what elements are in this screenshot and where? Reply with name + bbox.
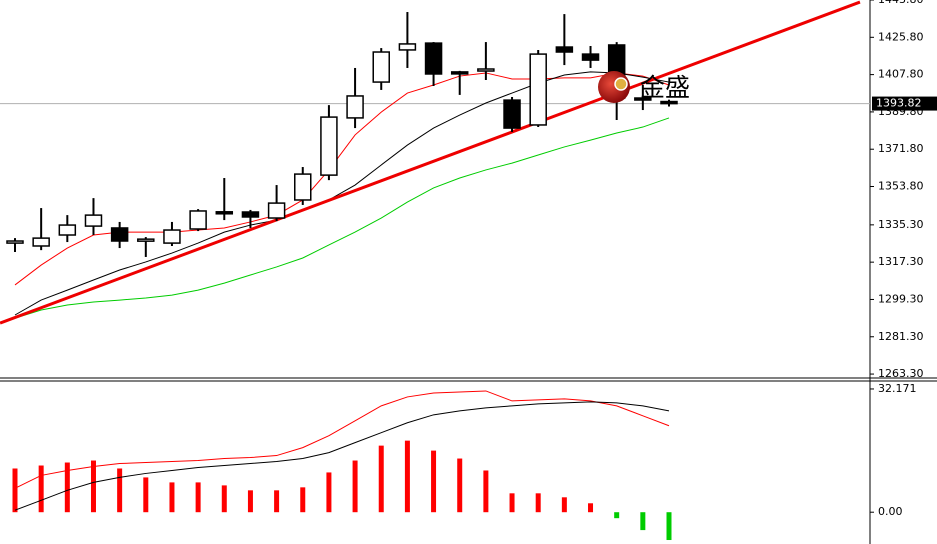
candle-body (503, 99, 521, 129)
macd-bar (169, 482, 175, 513)
candle-body (241, 211, 260, 218)
candle-body (137, 238, 155, 242)
macd-bar (561, 497, 567, 513)
macd-bar (352, 460, 358, 513)
candle-body (398, 43, 417, 51)
macd-bar (274, 490, 280, 513)
macd-bar (483, 470, 489, 513)
candle-body (294, 173, 312, 201)
y-tick-label: 1407.80 (878, 68, 924, 81)
candle-body (32, 237, 50, 247)
candle-body (529, 53, 547, 126)
candle-body (450, 71, 469, 75)
logo: 金盛 (598, 71, 690, 103)
candle-body (84, 214, 103, 227)
candle-body (581, 53, 600, 61)
macd-bar (614, 512, 620, 519)
macd-bar (457, 458, 463, 513)
logo-mark (614, 77, 628, 91)
candle-body (110, 227, 129, 242)
y-tick-label: 1263.30 (878, 367, 924, 380)
candle-body (215, 211, 234, 215)
macd-bar (247, 490, 253, 513)
candle-body (660, 100, 678, 105)
macd-bar (64, 462, 70, 513)
candle-body (372, 51, 390, 83)
y-tick-label: 1317.30 (878, 255, 924, 268)
y-tick-label: 1353.80 (878, 180, 924, 193)
indicator-line (14, 401, 670, 511)
macd-bar (117, 468, 123, 513)
macd-bar (221, 485, 227, 513)
last-price-label: 1393.82 (876, 97, 922, 110)
candle-body (267, 202, 286, 219)
candle-body (477, 68, 495, 72)
macd-bar (195, 482, 201, 513)
y-tick-label: 1443.80 (878, 0, 924, 6)
macd-bar (378, 445, 384, 513)
y-tick-label: 0.00 (878, 505, 903, 518)
macd-bar (143, 477, 149, 513)
indicator-line (14, 390, 670, 489)
macd-bar (12, 468, 18, 513)
y-tick-label: 1281.30 (878, 330, 924, 343)
macd-bar (535, 493, 541, 513)
y-tick-label: 1335.30 (878, 218, 924, 231)
macd-bar (509, 493, 515, 513)
candle-body (163, 229, 181, 244)
indicator-line (14, 117, 670, 319)
watermark: 金盛 (640, 73, 690, 102)
macd-bar (404, 440, 410, 513)
macd-panel (12, 390, 672, 541)
macd-bar (588, 503, 594, 513)
candle-body (189, 210, 207, 230)
macd-bar (640, 512, 646, 531)
indicator-line (14, 72, 670, 286)
candle-body (555, 46, 574, 53)
y-tick-label: 1425.80 (878, 30, 924, 43)
y-tick-label: 1299.30 (878, 292, 924, 305)
candle-body (320, 116, 338, 176)
y-tick-label: 32.171 (878, 382, 917, 395)
candle-body (58, 224, 77, 236)
macd-bar (38, 465, 44, 513)
trendline (0, 0, 861, 325)
price-panel (0, 0, 870, 325)
macd-bar (300, 487, 306, 513)
last-price-box (872, 96, 937, 111)
price-axis: 1443.801425.801407.801389.801371.801353.… (870, 0, 937, 518)
macd-bar (431, 450, 437, 513)
candle-body (346, 95, 364, 119)
indicator-line (14, 71, 670, 316)
macd-bar (90, 460, 96, 513)
candle-body (424, 42, 443, 75)
macd-bar (326, 472, 332, 513)
candle-body (634, 97, 652, 101)
candle-body (6, 240, 24, 244)
y-tick-label: 1371.80 (878, 142, 924, 155)
macd-bar (666, 512, 672, 541)
